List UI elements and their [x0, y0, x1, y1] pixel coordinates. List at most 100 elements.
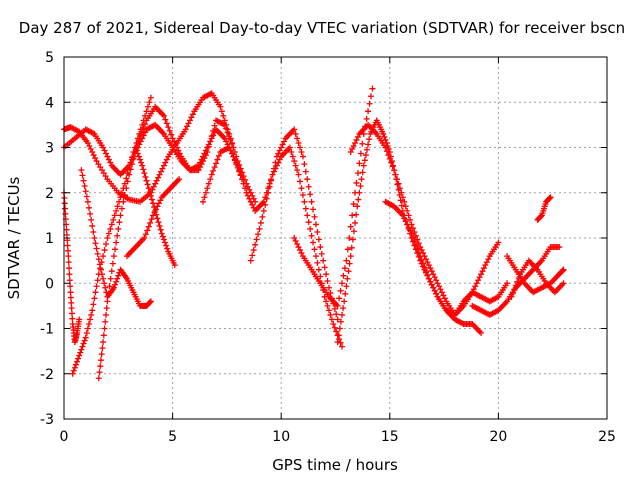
data-point-marker [168, 131, 175, 138]
data-point-marker [349, 146, 356, 153]
data-point-marker [201, 194, 208, 201]
data-point-marker [325, 307, 332, 314]
data-point-marker [412, 241, 419, 248]
data-point-marker [405, 212, 412, 219]
data-point-marker [87, 210, 94, 217]
data-point-marker [147, 298, 154, 305]
data-point-marker [69, 315, 76, 322]
data-point-marker [116, 219, 123, 226]
data-point-marker [415, 249, 422, 256]
data-point-marker [350, 142, 357, 149]
data-point-marker [67, 283, 74, 290]
data-point-marker [227, 147, 234, 154]
data-point-marker [340, 272, 347, 279]
data-point-marker [538, 213, 545, 220]
data-point-marker [150, 200, 157, 207]
series-arc-8 [132, 144, 178, 269]
data-point-marker [263, 195, 270, 202]
data-point-marker [148, 216, 155, 223]
data-point-marker [155, 174, 162, 181]
data-point-marker [210, 167, 217, 174]
y-tick-label: 3 [45, 141, 54, 157]
series-arc-7 [123, 176, 183, 260]
data-point-marker [63, 226, 70, 233]
data-point-marker [317, 244, 324, 251]
data-point-marker [79, 172, 86, 179]
data-point-marker [310, 239, 317, 246]
data-point-marker [91, 235, 98, 241]
data-point-marker [314, 259, 321, 266]
data-point-marker [414, 245, 421, 252]
data-point-marker [478, 271, 485, 278]
data-point-marker [383, 148, 390, 155]
data-point-marker [227, 136, 234, 143]
data-point-marker [148, 196, 155, 203]
data-point-marker [101, 280, 108, 287]
data-point-marker [436, 283, 443, 290]
data-point-marker [476, 274, 483, 281]
data-point-marker [153, 177, 160, 184]
data-point-marker [420, 250, 427, 257]
data-point-marker [172, 141, 179, 148]
data-point-marker [90, 301, 97, 308]
data-point-marker [308, 232, 315, 239]
data-point-marker [394, 181, 401, 188]
data-point-marker [353, 211, 360, 218]
data-point-marker [307, 191, 314, 198]
data-point-marker [121, 192, 128, 199]
data-point-marker [286, 144, 293, 151]
data-point-marker [291, 126, 298, 133]
data-point-marker [158, 168, 165, 175]
data-point-marker [361, 157, 368, 164]
data-point-marker [341, 298, 348, 305]
data-point-marker [347, 149, 354, 156]
data-point-marker [401, 215, 408, 222]
data-point-marker [159, 233, 166, 240]
data-point-marker [156, 222, 163, 229]
data-point-marker [348, 244, 355, 251]
data-point-marker [205, 143, 212, 150]
data-point-marker [430, 271, 437, 278]
data-point-marker [323, 271, 330, 278]
data-point-marker [155, 219, 162, 226]
data-point-marker [200, 158, 207, 165]
data-point-marker [546, 195, 553, 202]
data-point-marker [504, 280, 511, 287]
data-point-marker [421, 264, 428, 271]
series-arc-11 [291, 85, 376, 309]
data-point-marker [347, 253, 354, 260]
data-point-marker [184, 123, 191, 130]
data-point-marker [431, 274, 438, 281]
data-point-marker [79, 343, 86, 350]
data-point-marker [340, 305, 347, 312]
data-point-marker [318, 250, 325, 257]
data-point-marker [142, 173, 149, 180]
data-point-marker [228, 140, 235, 147]
data-point-marker [69, 370, 76, 377]
data-point-marker [366, 136, 373, 143]
data-point-marker [100, 170, 107, 177]
data-point-marker [297, 144, 304, 151]
data-point-marker [195, 167, 202, 174]
data-point-marker [62, 205, 69, 212]
data-point-marker [324, 302, 331, 309]
data-point-marker [114, 232, 121, 239]
data-point-marker [140, 166, 147, 173]
data-point-marker [162, 159, 169, 166]
data-point-marker [292, 238, 299, 245]
data-point-marker [359, 140, 366, 147]
data-point-marker [226, 144, 233, 151]
data-point-marker [327, 311, 334, 318]
data-point-marker [257, 219, 264, 226]
data-point-marker [88, 311, 95, 318]
data-point-marker [347, 223, 354, 230]
data-point-marker [154, 203, 161, 210]
data-point-marker [92, 289, 99, 296]
data-point-marker [292, 130, 299, 137]
data-point-marker [353, 136, 360, 143]
data-point-marker [473, 280, 480, 287]
data-point-marker [153, 211, 160, 218]
data-point-marker [137, 132, 144, 139]
data-point-marker [291, 158, 298, 165]
data-point-marker [144, 227, 151, 234]
